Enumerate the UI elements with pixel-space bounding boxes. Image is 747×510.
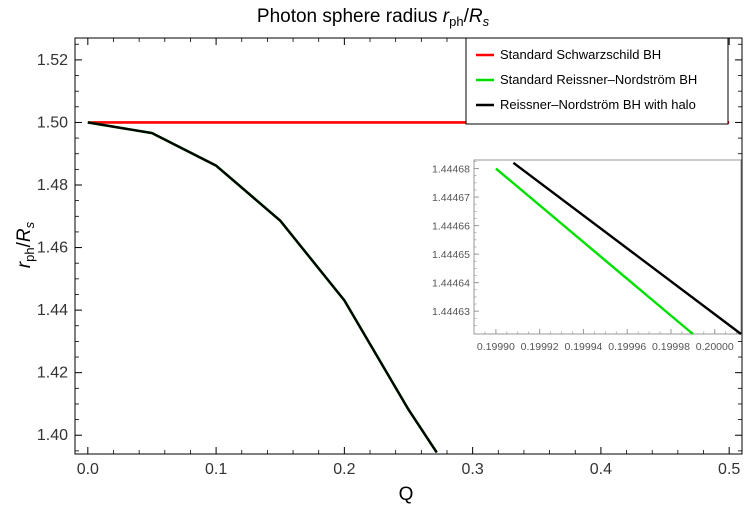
inset-y-tick-label: 1.44466 <box>432 221 470 233</box>
y-tick-label: 1.42 <box>37 365 68 382</box>
legend-label-schwarzschild: Standard Schwarzschild BH <box>500 47 661 62</box>
inset-y-tick-label: 1.44467 <box>432 192 470 204</box>
legend-label-rn-halo: Reissner–Nordström BH with halo <box>500 97 696 112</box>
inset-x-tick-label: 0.19994 <box>564 341 602 353</box>
x-tick-label: 0.1 <box>205 461 227 478</box>
x-tick-label: 0.5 <box>718 461 740 478</box>
x-tick-label: 0.2 <box>333 461 355 478</box>
inset-y-tick-label: 1.44465 <box>432 249 470 261</box>
inset-ticks: 0.19990 0.19992 0.19994 0.19996 0.19998 0.200… <box>432 161 737 353</box>
y-tick-label: 1.40 <box>37 427 68 444</box>
y-axis-title: rph/Rs <box>14 221 37 268</box>
legend-label-rn: Standard Reissner–Nordström BH <box>500 72 697 87</box>
inset-y-tick-label: 1.44468 <box>432 164 470 176</box>
inset-series-line-0 <box>495 167 694 335</box>
y-tick-label: 1.48 <box>37 177 68 194</box>
x-tick-label: 0.4 <box>590 461 612 478</box>
legend: Standard Schwarzschild BH Standard Reiss… <box>465 37 729 125</box>
y-tick-label: 1.50 <box>37 114 68 131</box>
inset-x-tick-label: 0.20000 <box>696 341 734 353</box>
inset-x-tick-label: 0.19990 <box>477 341 515 353</box>
inset-x-tick-label: 0.19998 <box>652 341 690 353</box>
inset-background <box>398 160 741 334</box>
series-line-1 <box>87 121 438 454</box>
series-line-2 <box>87 121 438 454</box>
y-tick-label: 1.44 <box>37 302 68 319</box>
inset-x-tick-label: 0.19992 <box>521 341 559 353</box>
x-tick-label: 0.3 <box>462 461 484 478</box>
inset-x-tick-label: 0.19996 <box>608 341 646 353</box>
plot-frame <box>74 37 743 455</box>
inset-y-tick-label: 1.44464 <box>432 278 470 290</box>
y-tick-label: 1.52 <box>37 52 68 69</box>
inset-y-tick-label: 1.44463 <box>432 306 470 318</box>
x-axis-title: Q <box>399 484 414 505</box>
y-tick-label: 1.46 <box>37 240 68 257</box>
inset-series-line-1 <box>512 161 742 335</box>
main-ticks: 0.0 0.1 0.2 0.3 0.4 0.5 1.40 1.42 1.44 1.46 1.48 1.… <box>37 38 742 478</box>
x-tick-label: 0.0 <box>77 461 99 478</box>
inset-series <box>495 161 742 335</box>
legend-box <box>465 37 729 125</box>
chart-title: Photon sphere radius rph/Rs <box>257 6 490 29</box>
